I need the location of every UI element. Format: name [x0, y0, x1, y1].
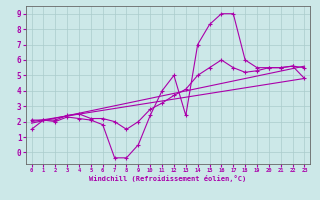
X-axis label: Windchill (Refroidissement éolien,°C): Windchill (Refroidissement éolien,°C) [89, 175, 247, 182]
